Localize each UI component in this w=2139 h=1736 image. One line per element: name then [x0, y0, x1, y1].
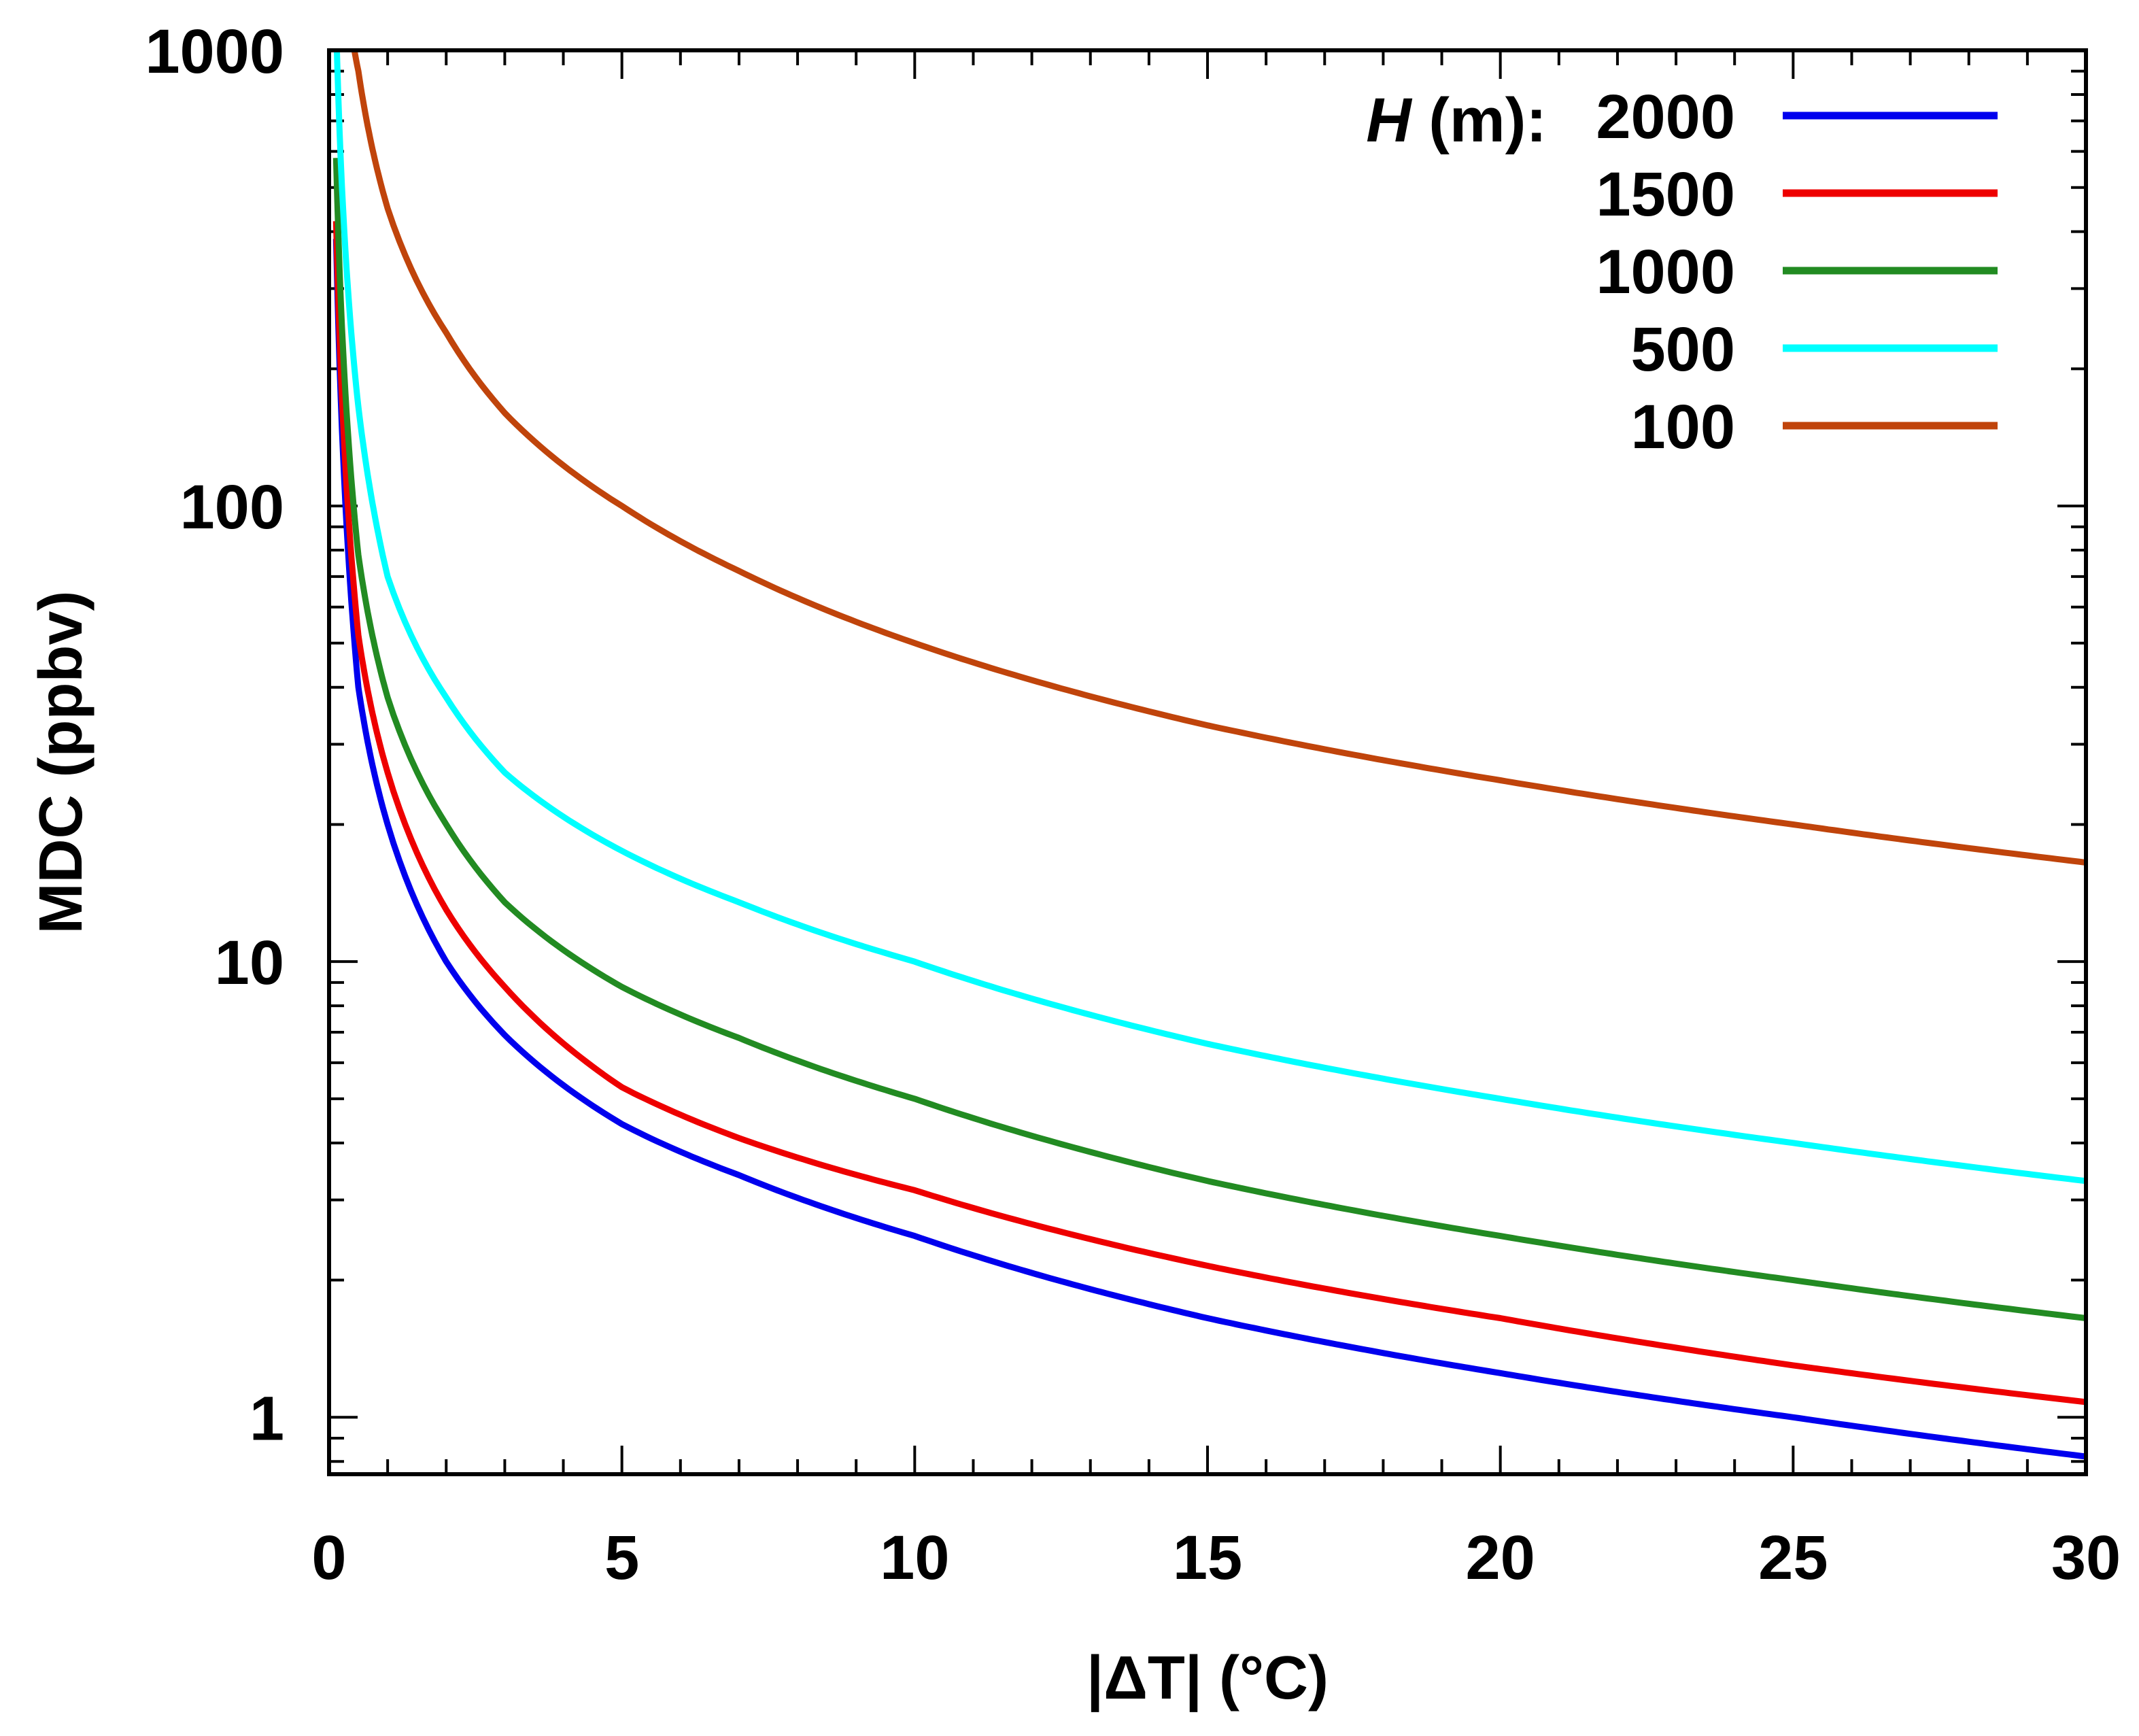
series-line-2000: [332, 239, 2086, 1460]
y-axis-label: MDC (ppbv): [27, 591, 95, 934]
legend-title-unit: (m):: [1411, 86, 1547, 155]
x-tick-label: 15: [1173, 1523, 1242, 1593]
legend-title-variable: H: [1366, 86, 1413, 155]
x-tick-label: 25: [1758, 1523, 1828, 1593]
x-axis-label: |ΔT| (°C): [1086, 1644, 1329, 1713]
legend-entries: 2000 1500 1000 500 100: [1596, 82, 1998, 462]
series-line-1500: [332, 221, 2086, 1406]
legend-label: 500: [1631, 315, 1736, 384]
y-tick-label: 100: [180, 473, 285, 542]
x-tick-label: 20: [1465, 1523, 1535, 1593]
x-tick-label: 5: [604, 1523, 639, 1593]
plot-frame: [327, 48, 2088, 1476]
legend-label: 100: [1631, 392, 1736, 462]
legend-label: 1500: [1596, 160, 1735, 229]
x-tick-label: 10: [880, 1523, 949, 1593]
legend-label: 2000: [1596, 82, 1735, 152]
legend-title: H (m):: [1366, 86, 1547, 155]
y-tick-label: 10: [215, 928, 284, 998]
y-tick-labels: 1 10 100 1000: [145, 17, 284, 1453]
y-tick-label: 1000: [145, 17, 284, 86]
legend: H (m): 2000 1500 1000 500 100: [1366, 82, 1998, 462]
series-line-1000: [332, 158, 2086, 1321]
series-lines: [332, 50, 2086, 1460]
series-line-100: [351, 50, 2086, 866]
x-tick-label: 0: [311, 1523, 346, 1593]
x-tick-label: 30: [2051, 1523, 2121, 1593]
x-tick-labels: 0 5 10 15 20 25 30: [311, 1523, 2121, 1593]
legend-label: 1000: [1596, 237, 1735, 307]
series-line-500: [333, 50, 2086, 1185]
y-tick-label: 1: [250, 1384, 284, 1453]
axis-ticks: [328, 49, 2087, 1474]
